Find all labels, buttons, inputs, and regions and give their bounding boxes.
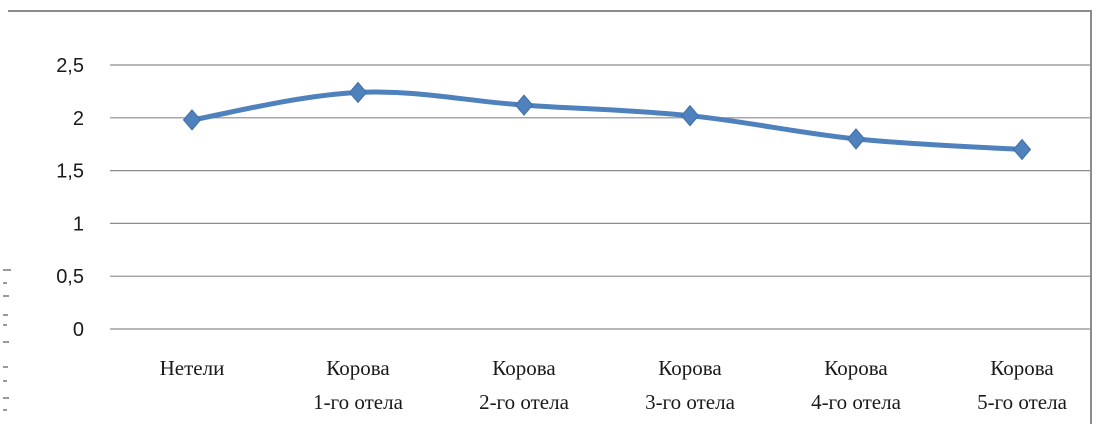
- left-edge-marks: [3, 269, 11, 411]
- y-tick-label: 2,5: [56, 55, 84, 77]
- data-point-marker: [846, 128, 866, 150]
- y-tick-label: 1,5: [56, 161, 84, 183]
- data-point-marker: [348, 81, 368, 104]
- x-category-label: 5-го отела: [977, 390, 1068, 414]
- series-layer: [182, 81, 1032, 161]
- x-category-label: Корова: [658, 356, 722, 380]
- x-category-label: 2-го отела: [479, 390, 570, 414]
- y-tick-label: 0: [73, 319, 84, 341]
- gridlines: [110, 64, 1090, 330]
- data-point-marker: [680, 104, 700, 127]
- y-tick-label: 0,5: [56, 266, 84, 288]
- y-axis-tick-labels: 0 0,5 1 1,5 2 2,5: [56, 55, 84, 341]
- x-category-label: Корова: [990, 356, 1054, 380]
- x-category-label: Корова: [824, 356, 888, 380]
- x-category-label: 4-го отела: [811, 390, 902, 414]
- y-tick-label: 2: [73, 108, 84, 130]
- x-category-label: Нетели: [160, 356, 225, 380]
- x-category-label: 3-го отела: [645, 390, 736, 414]
- chart-frame: [8, 10, 1092, 424]
- data-point-marker: [1012, 138, 1032, 161]
- x-category-label: Корова: [326, 356, 390, 380]
- x-category-label: 1-го отела: [313, 390, 404, 414]
- x-axis-category-labels: Нетели Корова 1-го отела Корова 2-го отела Ко…: [160, 356, 1068, 414]
- data-point-marker: [182, 109, 202, 131]
- series-line: [189, 89, 1025, 152]
- data-point-marker: [514, 94, 534, 116]
- x-category-label: Корова: [492, 356, 556, 380]
- y-tick-label: 1: [73, 213, 84, 235]
